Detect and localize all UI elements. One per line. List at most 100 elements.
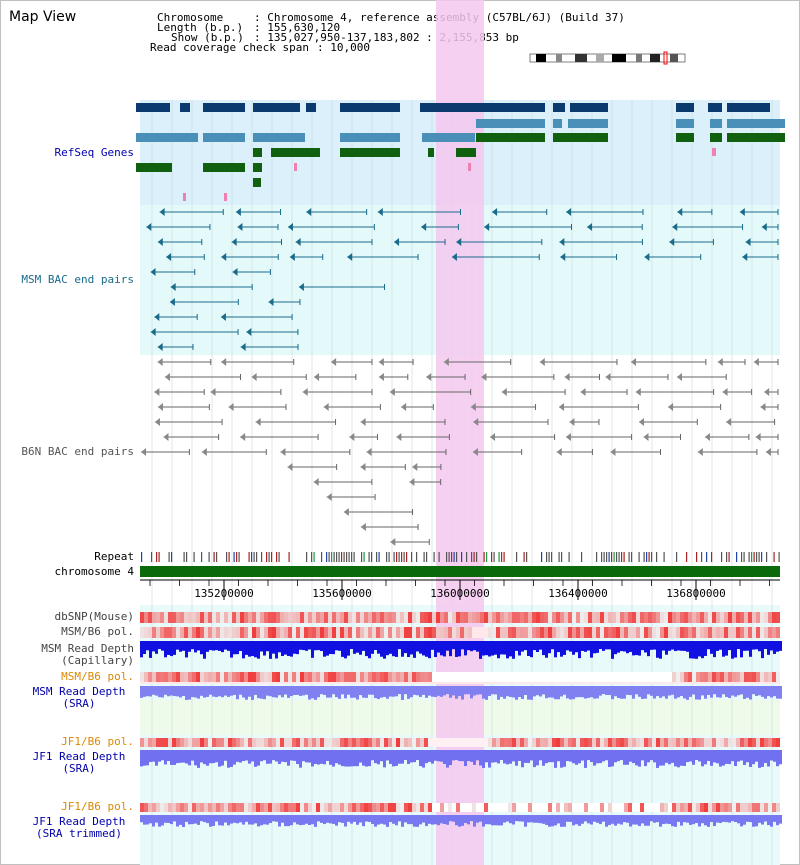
bac-end [240,433,246,441]
msm-depth-capillary-label[interactable]: MSM Read Depth [41,642,134,655]
jf1-pol2-cell [224,803,228,812]
jf1-pol-2-label[interactable]: JF1/B6 pol. [61,800,134,813]
dbsnp-cell [488,612,492,623]
b6n-bac-track[interactable] [141,358,779,546]
jf1-pol2-cell [188,803,192,812]
dbsnp-cell [676,612,680,623]
bac-end [154,313,160,321]
msm-pol-track-label[interactable]: MSM/B6 pol. [61,625,134,638]
repeat-element [278,552,280,562]
jf1-pol2-cell [340,803,344,812]
dbsnp-cell [360,612,364,623]
jf1-trim-depth-bar [305,815,308,824]
msm-pol-sra-cell [552,672,556,682]
jf1-trim-depth-bar [527,815,530,823]
jf1-depth-bar [227,750,230,768]
jf1-trim-depth-bar [779,815,782,824]
repeat-track-label[interactable]: Repeat [94,550,134,563]
msm-sra-depth-bar [158,686,161,698]
jf1-pol2-cell [744,803,748,812]
jf1-trim-depth-bar [725,815,728,823]
gene-feature [710,133,722,142]
jf1-pol2-cell [500,803,504,812]
jf1-pol2-cell [728,803,732,812]
jf1-depth-bar [572,750,575,764]
repeat-element [336,552,338,562]
msm-pol-cell [692,627,696,638]
jf1-trim-depth-bar [440,815,443,824]
msm-bac-track-label[interactable]: MSM BAC end pairs [21,273,134,286]
msm-depth-bar [191,641,194,650]
msm-depth-sra-label[interactable]: MSM Read Depth [32,685,126,698]
msm-depth-bar [305,641,308,651]
msm-sra-depth-bar [725,686,728,697]
bac-end [150,328,156,336]
chromosome-bar[interactable] [140,566,780,577]
msm-sra-depth-bar [692,686,695,695]
msm-pol-cell [736,627,740,638]
msm-pol-sra-cell [252,672,256,682]
highlight-region[interactable] [436,0,484,865]
refseq-track-label[interactable]: RefSeq Genes [54,146,134,159]
msm-depth-bar [392,641,395,657]
jf1-depth-bar [281,750,284,762]
jf1-depth-trimmed-label[interactable]: JF1 Read Depth [32,815,126,828]
jf1-pol2-cell [344,803,348,812]
repeat-element [753,552,755,562]
jf1-pol2-cell [184,803,188,812]
msm-sra-depth-bar [425,686,428,698]
dbsnp-track-label[interactable]: dbSNP(Mouse) [54,610,134,623]
msm-depth-bar [683,641,686,651]
bac-end [360,463,366,471]
b6n-bac-track-label[interactable]: B6N BAC end pairs [21,445,134,458]
repeat-element [276,552,278,562]
dbsnp-cell [504,612,508,623]
msm-pol-cell [556,627,560,638]
dbsnp-cell [404,612,408,623]
msm-pol-cell [380,627,384,638]
jf1-trim-depth-bar [416,815,419,827]
bac-end [298,283,304,291]
jf1-pol2-cell [504,803,508,812]
jf1-pol-label[interactable]: JF1/B6 pol. [61,735,134,748]
jf1-pol2-cell [592,803,596,812]
msm-pol-cell [464,627,468,638]
repeat-element [608,552,610,562]
jf1-depth-bar [431,750,434,764]
msm-depth-bar [143,641,146,655]
jf1-pol-cell [668,738,672,747]
msm-depth-bar [323,641,326,657]
repeat-track[interactable] [141,552,780,562]
jf1-pol2-cell [716,803,720,812]
jf1-pol-cell [712,738,716,747]
jf1-pol2-cell [588,803,592,812]
jf1-trim-depth-bar [539,815,542,824]
chromosome-ideogram[interactable] [529,51,686,65]
refseq-gene-track[interactable] [136,103,785,201]
msm-bac-track[interactable] [146,208,779,351]
jf1-pol-cell [244,738,248,747]
msm-depth-bar [722,641,725,657]
msm-sra-depth-bar [398,686,401,695]
msm-pol-sra-label[interactable]: MSM/B6 pol. [61,670,134,683]
msm-sra-depth-bar [563,686,566,695]
jf1-depth-bar [578,750,581,764]
jf1-pol-cell [276,738,280,747]
dbsnp-cell [216,612,220,623]
jf1-pol2-cell [324,803,328,812]
msm-sra-depth-bar [224,686,227,696]
heat-tracks[interactable] [140,612,782,827]
jf1-depth-bar [713,750,716,763]
msm-depth-bar [329,641,332,654]
msm-pol-sra-cell [556,672,560,682]
jf1-pol2-cell [616,803,620,812]
msm-depth-bar [278,641,281,653]
dbsnp-cell [232,612,236,623]
msm-depth-bar [668,641,671,651]
dbsnp-cell [596,612,600,623]
gene-marker [224,193,227,201]
jf1-pol2-cell [168,803,172,812]
jf1-depth-bar [347,750,350,767]
jf1-depth-sra-label[interactable]: JF1 Read Depth [32,750,126,763]
